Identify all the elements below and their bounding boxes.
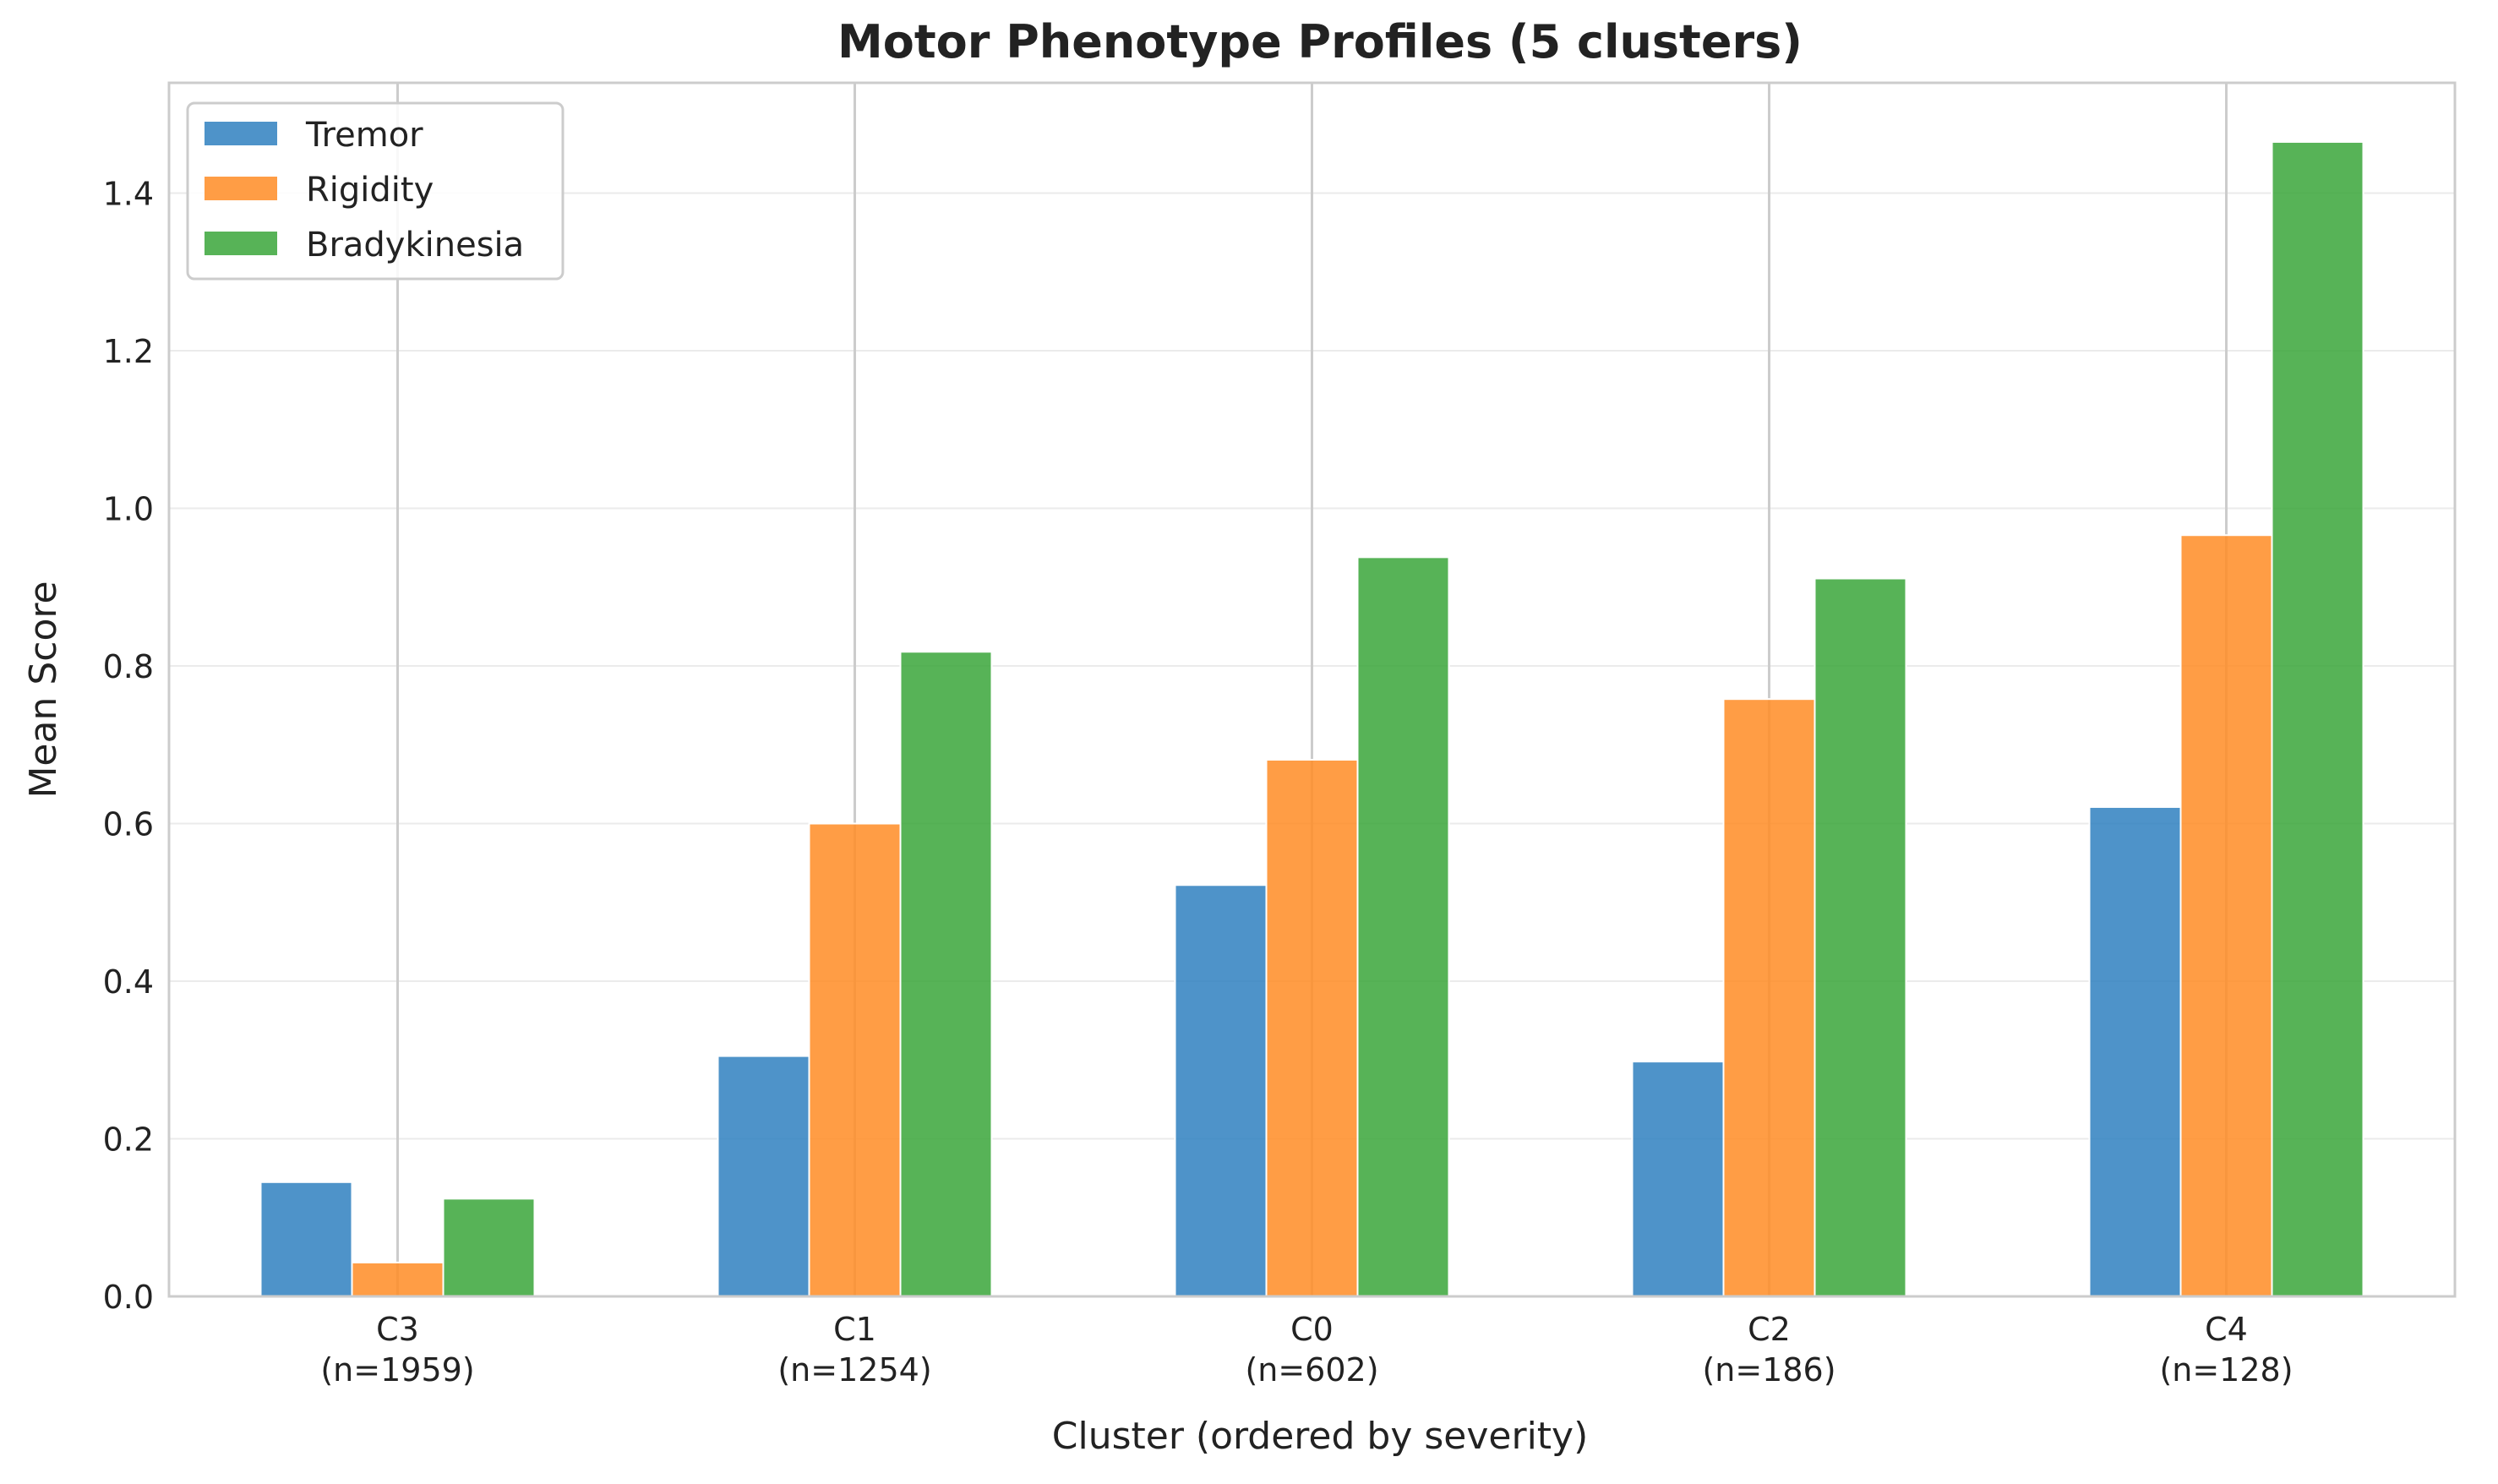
bar-bradykinesia-c3: [442, 1198, 536, 1297]
legend-box: [186, 101, 565, 281]
x-tick-count-label: (n=128): [2159, 1351, 2293, 1389]
legend-swatch-rigidity: [205, 177, 277, 200]
x-tick-count-label: (n=602): [1245, 1351, 1378, 1389]
x-tick-label: C2: [1748, 1311, 1791, 1348]
y-tick-label: 1.2: [103, 333, 154, 370]
x-axis-ticks: C3(n=1959) C1(n=1254) C0(n=602) C2(n=186) C4…: [320, 1311, 2293, 1389]
legend: Tremor Rigidity Bradykinesia: [186, 101, 565, 281]
legend-label-bradykinesia: Bradykinesia: [306, 226, 524, 265]
bar-tremor-c2: [1631, 1061, 1725, 1297]
x-tick-label: C1: [833, 1311, 876, 1348]
x-tick-label: C4: [2205, 1311, 2248, 1348]
y-axis-label: Mean Score: [22, 581, 65, 798]
bar-bradykinesia-c4: [2271, 140, 2364, 1297]
x-tick-count-label: (n=1254): [777, 1351, 931, 1389]
bar-bradykinesia-c1: [899, 651, 993, 1297]
y-tick-label: 0.6: [103, 806, 154, 843]
y-tick-label: 1.4: [103, 176, 154, 213]
x-tick-label: C3: [376, 1311, 419, 1348]
bar-tremor-c4: [2088, 805, 2182, 1297]
bar-rigidity-c1: [808, 822, 902, 1297]
x-tick-count-label: (n=186): [1702, 1351, 1835, 1389]
legend-swatch-tremor: [205, 122, 277, 145]
bar-tremor-c1: [717, 1055, 810, 1297]
bar-rigidity-c2: [1722, 698, 1816, 1297]
legend-swatch-bradykinesia: [205, 232, 277, 255]
legend-label-tremor: Tremor: [305, 116, 423, 155]
bar-rigidity-c3: [351, 1261, 445, 1298]
y-tick-label: 0.0: [103, 1279, 154, 1316]
bar-tremor-c3: [259, 1181, 353, 1298]
y-tick-label: 0.4: [103, 963, 154, 1001]
x-tick-label: C0: [1290, 1311, 1334, 1348]
bars: [259, 140, 2364, 1298]
x-axis-label: Cluster (ordered by severity): [1052, 1415, 1589, 1458]
bar-tremor-c0: [1174, 884, 1268, 1297]
bar-bradykinesia-c0: [1356, 556, 1450, 1297]
bar-rigidity-c0: [1265, 758, 1359, 1297]
bar-bradykinesia-c2: [1814, 577, 1907, 1297]
y-tick-label: 0.2: [103, 1121, 154, 1159]
chart-title: Motor Phenotype Profiles (5 clusters): [837, 15, 1803, 68]
y-tick-label: 0.8: [103, 648, 154, 685]
plot-frame: [167, 81, 2457, 1298]
y-tick-label: 1.0: [103, 491, 154, 528]
bar-rigidity-c4: [2179, 534, 2273, 1297]
y-axis-ticks: 0.0 0.2 0.4 0.6 0.8 1.0 1.2 1.4: [103, 176, 154, 1316]
legend-label-rigidity: Rigidity: [306, 171, 434, 210]
x-tick-count-label: (n=1959): [320, 1351, 474, 1389]
